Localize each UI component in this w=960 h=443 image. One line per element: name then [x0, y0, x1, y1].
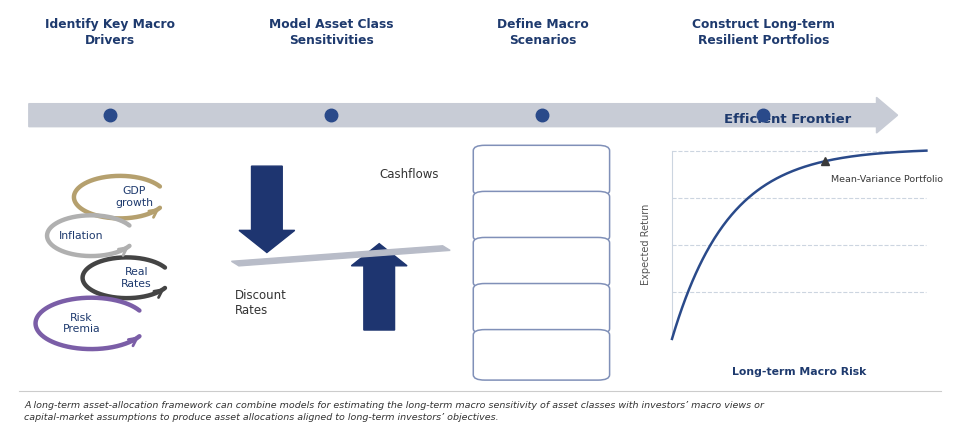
FancyArrow shape: [239, 166, 295, 253]
Text: Cashflows: Cashflows: [379, 168, 439, 182]
Text: Long-term Macro Risk: Long-term Macro Risk: [732, 367, 866, 377]
Text: Inflation: Inflation: [60, 231, 104, 241]
FancyBboxPatch shape: [473, 284, 610, 334]
FancyBboxPatch shape: [473, 330, 610, 380]
FancyBboxPatch shape: [473, 237, 610, 288]
FancyBboxPatch shape: [473, 145, 610, 196]
FancyArrow shape: [29, 97, 898, 133]
Text: Real
Rates: Real Rates: [121, 267, 152, 288]
Text: Policy/Inflation
Shock: Policy/Inflation Shock: [502, 252, 581, 273]
Text: Construct Long-term
Resilient Portfolios: Construct Long-term Resilient Portfolios: [692, 18, 834, 47]
FancyArrow shape: [351, 244, 407, 330]
Text: Discount
Rates: Discount Rates: [235, 289, 287, 318]
Text: Efficient Frontier: Efficient Frontier: [724, 113, 851, 126]
Text: Risk
Premia: Risk Premia: [62, 313, 101, 334]
Text: Expected Return: Expected Return: [641, 204, 651, 285]
Text: A long-term asset-allocation framework can combine models for estimating the lon: A long-term asset-allocation framework c…: [24, 401, 764, 423]
Text: Define Macro
Scenarios: Define Macro Scenarios: [496, 18, 588, 47]
Text: Real Rate
Shock: Real Rate Shock: [516, 344, 567, 365]
Text: Identify Key Macro
Drivers: Identify Key Macro Drivers: [45, 18, 176, 47]
Text: GDP
growth: GDP growth: [115, 187, 154, 208]
Text: Demand Shock: Demand Shock: [500, 166, 583, 175]
FancyBboxPatch shape: [473, 191, 610, 242]
Text: Trend Growth
Shock: Trend Growth Shock: [505, 298, 578, 319]
Polygon shape: [231, 246, 450, 266]
Text: Supply Shock: Supply Shock: [505, 212, 578, 222]
Text: Model Asset Class
Sensitivities: Model Asset Class Sensitivities: [269, 18, 394, 47]
Text: Mean-Variance Portfolio: Mean-Variance Portfolio: [831, 175, 944, 183]
